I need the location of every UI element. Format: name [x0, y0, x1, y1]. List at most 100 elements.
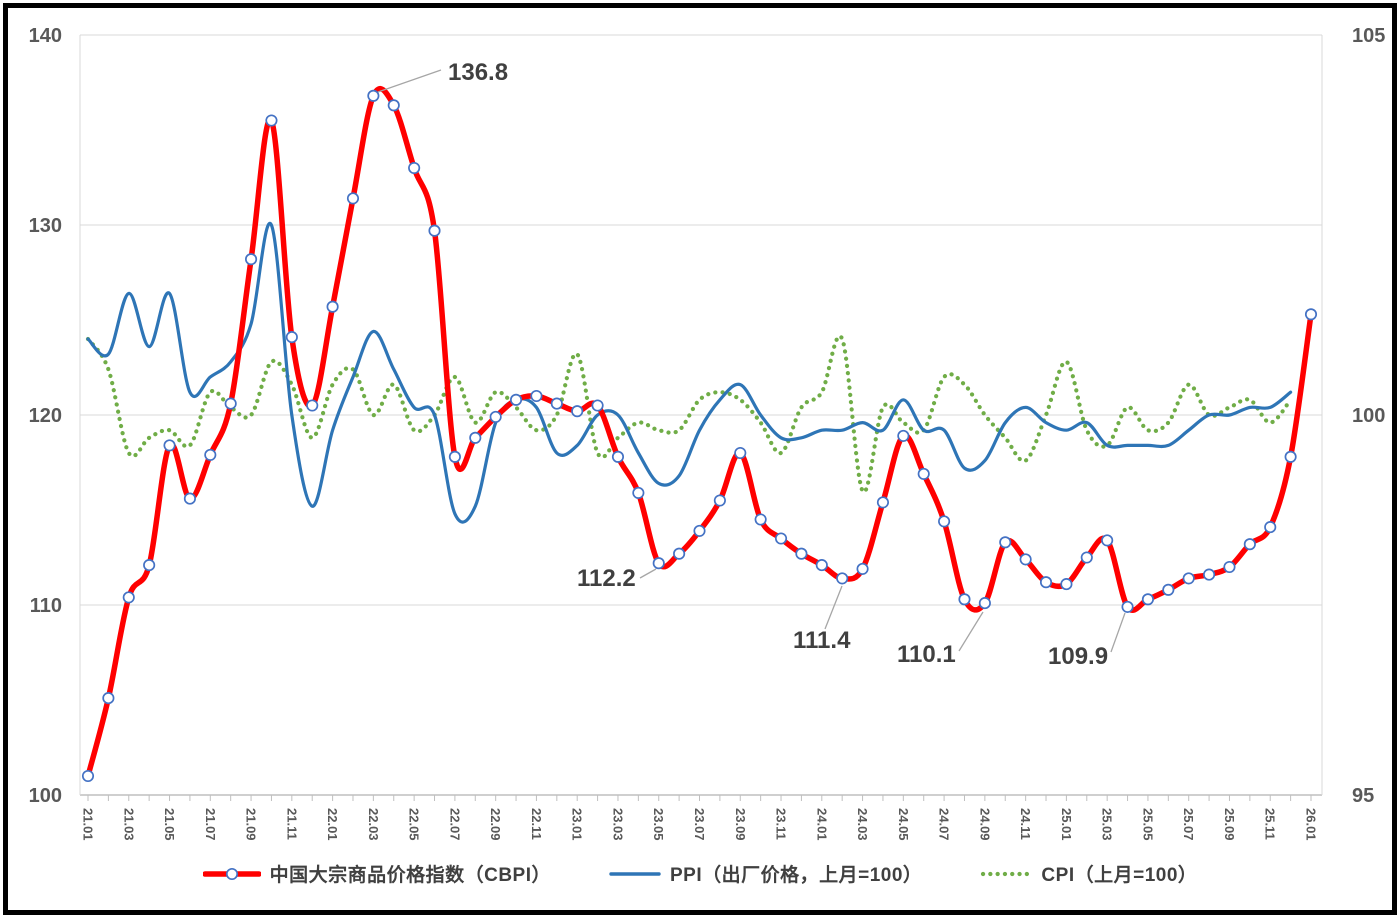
right-axis-label: 95 — [1352, 785, 1374, 807]
cbpi-data-marker — [387, 99, 400, 112]
cbpi-data-marker — [183, 492, 196, 505]
cpi-series-line — [85, 334, 1293, 494]
legend-label-cpi: CPI（上月=100） — [1041, 865, 1198, 886]
x-axis-label: 25.01 — [1059, 808, 1074, 841]
cbpi-data-marker — [1101, 534, 1114, 547]
x-axis-label: 23.05 — [651, 808, 666, 841]
x-axis-label: 22.03 — [366, 808, 381, 841]
legend-item-cpi: CPI（上月=100） — [980, 860, 1197, 887]
cbpi-data-marker — [1264, 521, 1277, 534]
x-axis-label: 23.07 — [692, 808, 707, 841]
x-axis-label: 21.01 — [81, 808, 96, 841]
cbpi-data-marker — [1223, 560, 1236, 574]
cbpi-data-marker — [163, 439, 176, 452]
cbpi-data-marker — [632, 486, 645, 499]
x-axis-label: 24.07 — [937, 808, 952, 841]
right-axis-label: 100 — [1352, 405, 1385, 427]
cbpi-data-marker — [958, 593, 971, 606]
cbpi-data-marker — [774, 532, 788, 545]
cbpi-data-marker — [897, 429, 910, 442]
cbpi-data-marker — [1121, 600, 1134, 613]
legend-label-cbpi: 中国大宗商品价格指数（CBPI） — [269, 865, 551, 886]
legend-label-ppi: PPI（出厂价格，上月=100） — [670, 865, 923, 886]
x-axis-label: 24.11 — [1018, 808, 1033, 840]
cbpi-data-marker — [1141, 593, 1154, 606]
cbpi-data-marker — [469, 431, 482, 444]
cbpi-data-marker — [734, 446, 747, 460]
x-axis-label: 25.09 — [1222, 808, 1237, 841]
x-axis-label: 22.01 — [325, 808, 340, 841]
cbpi-data-marker — [836, 572, 849, 585]
cbpi-data-marker — [346, 192, 360, 205]
cbpi-data-marker — [652, 557, 665, 570]
annotation-leader-line — [377, 69, 442, 93]
x-axis-label: 24.05 — [896, 808, 911, 841]
x-axis-label: 25.07 — [1181, 808, 1196, 841]
ppi-series-line — [86, 221, 1293, 524]
left-axis-label: 110 — [30, 595, 62, 617]
annotation-leader-line — [824, 585, 843, 630]
legend-item-cbpi: 中国大宗商品价格指数（CBPI） — [202, 860, 551, 887]
left-axis-label: 100 — [29, 785, 62, 807]
cbpi-data-marker — [1019, 553, 1032, 566]
x-axis-label: 26.01 — [1304, 808, 1319, 841]
x-axis-label: 24.03 — [855, 808, 870, 841]
cbpi-data-marker — [306, 399, 319, 412]
cbpi-data-marker — [448, 450, 461, 463]
x-axis-label: 22.11 — [529, 808, 544, 840]
x-axis-label: 23.01 — [570, 808, 585, 841]
cbpi-data-marker — [1304, 308, 1318, 321]
cbpi-data-marker — [1060, 578, 1073, 591]
x-axis-label: 23.03 — [610, 808, 625, 841]
cbpi-data-marker — [611, 450, 625, 463]
annotation-label: 111.4 — [793, 627, 851, 654]
cbpi-line-marker-icon — [202, 867, 261, 880]
x-axis-label: 23.09 — [733, 808, 748, 841]
annotation-label: 136.8 — [448, 59, 508, 86]
cbpi-data-marker — [428, 224, 441, 237]
annotation-leader-line — [1110, 612, 1126, 653]
x-axis-label: 21.11 — [284, 808, 299, 840]
annotation-leader-line — [958, 611, 984, 652]
cbpi-data-marker — [1080, 551, 1093, 564]
right-axis-label: 105 — [1352, 25, 1385, 47]
legend-marker-circle — [225, 867, 238, 880]
cbpi-data-marker — [856, 562, 869, 575]
cbpi-data-marker — [713, 494, 726, 507]
x-axis-label: 21.03 — [121, 808, 136, 841]
cbpi-data-marker — [591, 399, 604, 412]
cbpi-data-marker — [876, 496, 889, 509]
x-axis-label: 25.03 — [1100, 808, 1115, 841]
annotation-label: 110.1 — [897, 641, 956, 668]
cbpi-data-marker — [245, 253, 258, 266]
cbpi-data-marker — [571, 405, 584, 418]
cbpi-data-marker — [530, 389, 543, 403]
annotation-leader-line — [639, 568, 657, 579]
ppi-line-icon — [609, 871, 661, 876]
cbpi-data-marker — [509, 393, 523, 406]
cbpi-data-marker — [1039, 576, 1053, 589]
cbpi-data-marker — [122, 591, 135, 604]
cbpi-data-marker — [795, 547, 808, 560]
cbpi-data-marker — [754, 513, 767, 526]
left-axis-label: 130 — [29, 215, 62, 237]
legend-item-ppi: PPI（出厂价格，上月=100） — [609, 860, 922, 887]
cbpi-data-marker — [1182, 572, 1195, 585]
cbpi-data-marker — [367, 89, 380, 102]
x-axis-label: 22.07 — [447, 808, 462, 841]
annotation-label: 109.9 — [1048, 643, 1108, 670]
left-axis-label: 140 — [29, 25, 62, 47]
cbpi-data-marker — [999, 536, 1012, 549]
cbpi-data-marker — [489, 410, 502, 423]
x-axis-label: 21.05 — [162, 808, 177, 841]
cpi-dotted-line-icon — [981, 871, 1032, 876]
x-axis-label: 24.01 — [814, 808, 829, 841]
cbpi-data-marker — [1284, 450, 1297, 463]
x-axis-label: 21.07 — [203, 808, 218, 841]
cbpi-data-marker — [815, 559, 828, 572]
cbpi-data-marker — [1203, 568, 1216, 581]
cbpi-data-marker — [978, 597, 991, 610]
cbpi-data-marker — [1243, 538, 1256, 551]
x-axis-label: 22.05 — [407, 808, 422, 841]
